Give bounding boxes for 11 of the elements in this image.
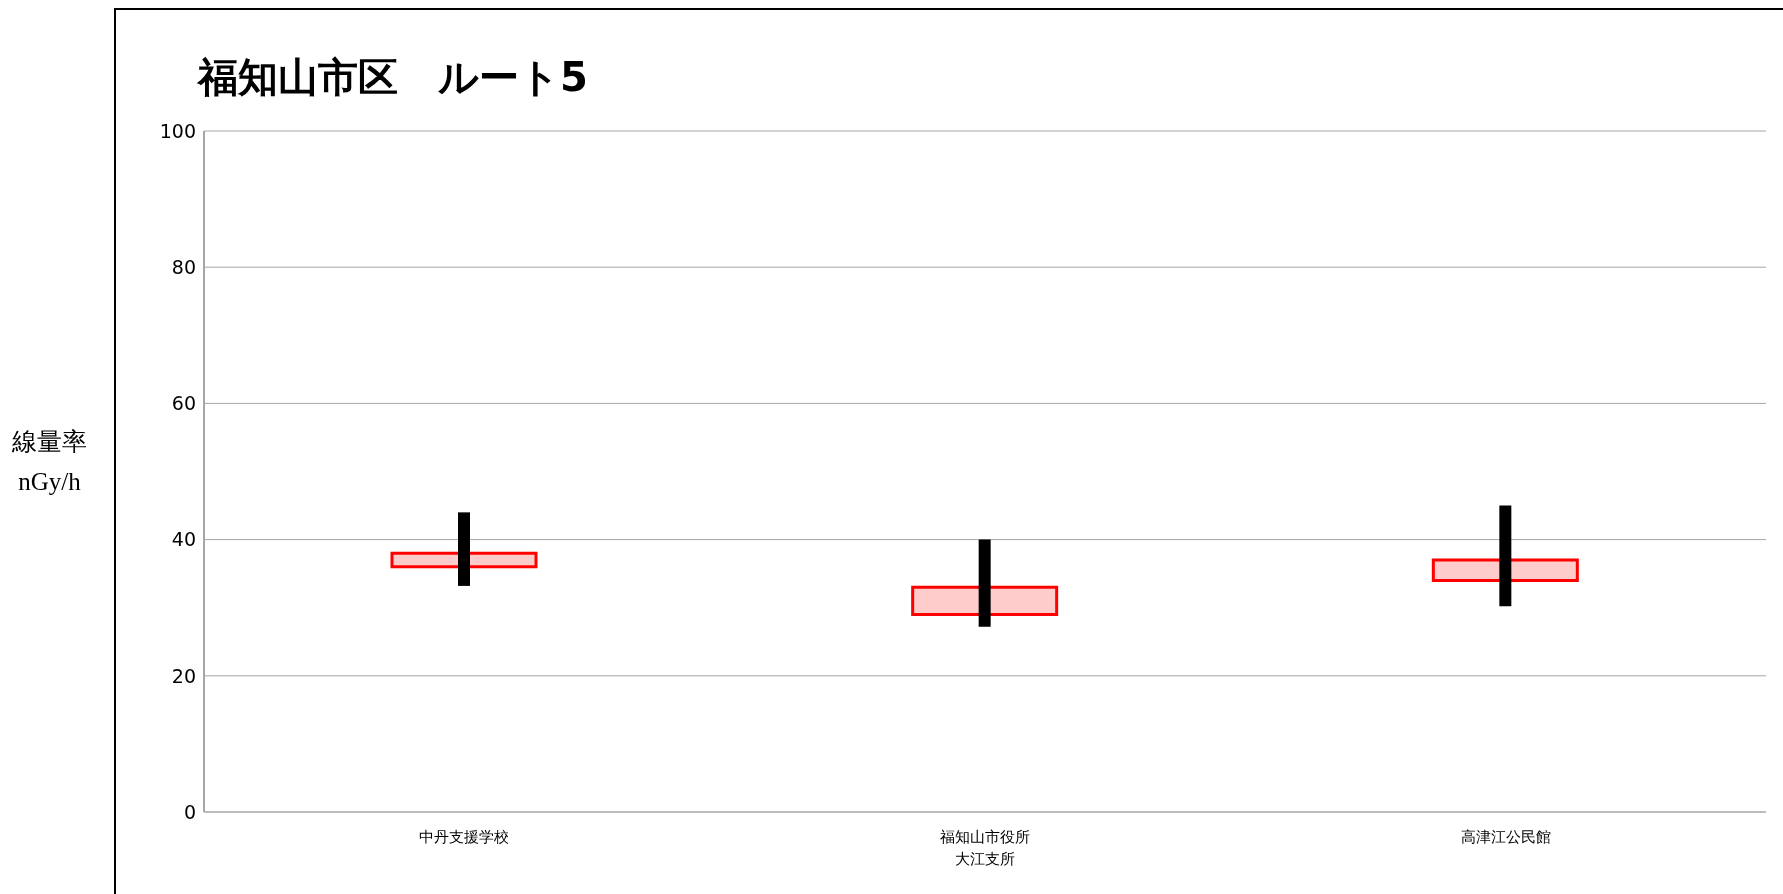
x-tick-label: 中丹支援学校 xyxy=(419,828,510,846)
y-tick-label: 80 xyxy=(171,255,196,278)
chart-title: 福知山市区 ルート5 xyxy=(198,53,588,102)
x-tick-label: 福知山市役所大江支所 xyxy=(940,828,1030,868)
y-tick-label: 60 xyxy=(171,392,196,415)
y-tick-label: 0 xyxy=(183,800,196,823)
x-tick-label: 高津江公民館 xyxy=(1460,828,1551,846)
y-tick-label: 100 xyxy=(159,119,196,142)
y-tick-label: 40 xyxy=(171,528,196,551)
y-axis-title: 線量率 nGy/h xyxy=(12,427,87,497)
y-tick-label: 20 xyxy=(171,664,196,687)
